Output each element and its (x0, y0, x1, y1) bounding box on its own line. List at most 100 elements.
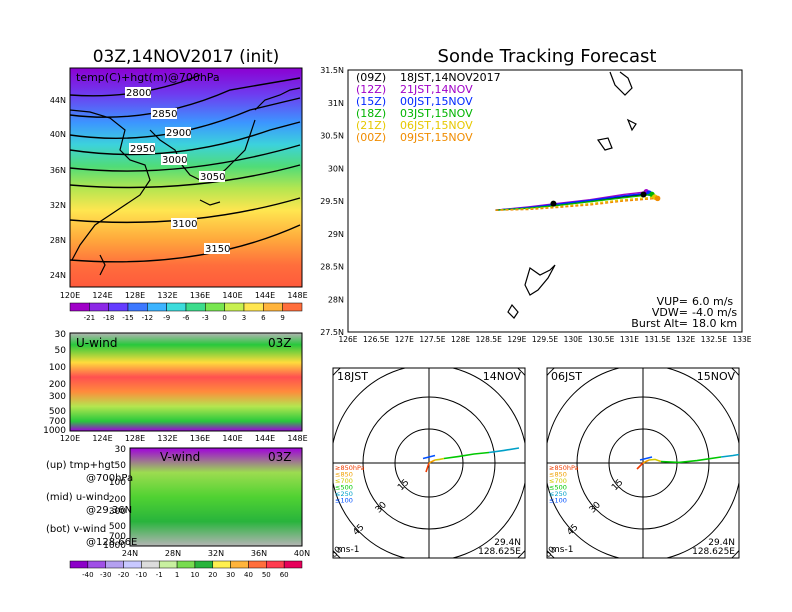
pressure-tick: 50 (55, 346, 67, 356)
lon-tick: 132E (676, 335, 695, 344)
lat-tick: 31N (328, 99, 344, 108)
wind-colorbar-label: 40 (244, 571, 253, 579)
wind-colorbar-label: -40 (82, 571, 93, 579)
lat-tick: 40N (50, 130, 66, 139)
track-legend-code: (12Z) (356, 83, 386, 96)
hodograph-lon: 128.625E (478, 547, 521, 557)
hodograph-trace (648, 458, 662, 463)
wind-colorbar-label: 30 (226, 571, 235, 579)
lon-tick: 132.5E (701, 335, 727, 344)
contour-label: 3000 (162, 155, 187, 166)
pressure-tick: 200 (49, 380, 66, 390)
lon-tick: 136E (190, 434, 210, 443)
wind-colorbar-label: 20 (208, 571, 217, 579)
track-legend-code: (09Z) (356, 71, 386, 84)
track-end-marker (654, 195, 661, 202)
left-lat-ticks: 44N 40N 36N 32N 28N 24N (50, 96, 66, 280)
vwind-lat-ticks: 24N 28N 32N 36N 40N (122, 549, 310, 558)
param-label: Burst Alt= (631, 317, 688, 330)
temp-colorbar-cell (89, 302, 109, 312)
lon-tick: 127.5E (419, 335, 445, 344)
hodograph-lat: 29.4N (708, 538, 735, 548)
hodograph-unit: ms-1 (551, 545, 573, 555)
track-legend-text: 21JST,14NOV (400, 83, 473, 96)
wind-colorbar-cell (69, 560, 89, 569)
lon-tick: 128.5E (476, 335, 502, 344)
hodograph-lat: 29.4N (494, 538, 521, 548)
hodo-level-label: ≤100 (335, 497, 353, 505)
temp-colorbar-label: 0 (222, 314, 226, 322)
track-lon-ticks: 126E 126.5E 127E 127.5E 128E 128.5E 129E 129.5E… (338, 335, 751, 344)
temp-colorbar-label: -12 (142, 314, 153, 322)
param-value: 18.0 km (692, 317, 737, 330)
hodograph-trace (428, 459, 436, 464)
burst-marker (640, 191, 647, 198)
panel-legend-notes: (up) tmp+hgt @700hPa (mid) u-wind @29.36N (b… (46, 460, 137, 548)
temp-colorbar-label: 6 (261, 314, 266, 322)
pressure-tick: 100 (49, 363, 66, 373)
temp-colorbar-cell (127, 302, 148, 312)
temp-colorbar-cell (147, 302, 167, 312)
left-title: 03Z,14NOV2017 (init) (93, 47, 280, 67)
vwind-field (129, 447, 303, 547)
lon-tick: 148E (287, 434, 307, 443)
track-legend-text: 09JST,15NOV (400, 131, 473, 144)
track-legend-text: 06JST,15NOV (400, 119, 473, 132)
islands (507, 71, 637, 319)
track-params: VUP= 6.0 m/s VDW= -4.0 m/s Burst Alt= 18.0 km (631, 295, 737, 330)
lon-tick: 129E (507, 335, 526, 344)
lon-tick: 128E (125, 291, 145, 300)
hodograph-1: 15304560≥850hPa≤850≤700≤500≤250≤10018JST… (332, 367, 526, 559)
temp-colorbar: -21 -18 -15 -12 -9 -6 -3 0 3 6 9 (69, 302, 303, 322)
track-legend-code: (15Z) (356, 95, 386, 108)
wind-colorbar-label: -30 (100, 571, 111, 579)
note-line: @29.36N (86, 505, 132, 516)
hodo-level-label: ≤250 (335, 490, 353, 498)
lat-tick: 36N (50, 166, 66, 175)
hodograph-trace (425, 462, 430, 473)
hodo-level-label: ≤700 (335, 477, 353, 485)
right-title: Sonde Tracking Forecast (438, 46, 657, 67)
contour-label-bg (129, 143, 155, 154)
lat-tick: 32N (50, 201, 66, 210)
track-lat-ticks: 31.5N 31N 30.5N 30N 29.5N 29N 28.5N 28N 27.5N (320, 66, 344, 337)
track-legend-code: (18Z) (356, 107, 386, 120)
lon-tick: 140E (222, 291, 242, 300)
hodograph-trace (660, 456, 722, 464)
wind-colorbar-label: 10 (190, 571, 199, 579)
wind-colorbar-cell (194, 560, 214, 569)
hodo-level-label: ≤850 (549, 471, 567, 479)
hodograph-trace (642, 459, 650, 464)
wind-colorbar-label: 1 (175, 571, 179, 579)
vwind-label: V-wind (160, 450, 200, 464)
lon-tick: 131E (620, 335, 639, 344)
temp-colorbar-label: 9 (280, 314, 284, 322)
hodograph-lon: 128.625E (692, 547, 735, 557)
uwind-time-label: 03Z (268, 336, 292, 350)
wind-colorbar-label: 50 (262, 571, 271, 579)
lat-tick: 24N (50, 271, 66, 280)
wind-colorbar-label: 60 (280, 571, 289, 579)
hodograph-trace (720, 453, 739, 458)
burst-marker (550, 200, 557, 207)
hodo-level-label: ≤250 (549, 490, 567, 498)
note-line: (up) tmp+hgt (46, 460, 115, 471)
lon-tick: 144E (255, 291, 275, 300)
pressure-tick: 1000 (103, 541, 126, 551)
pressure-tick: 1000 (43, 426, 66, 436)
lat-tick: 36N (251, 549, 267, 558)
pressure-tick: 300 (109, 507, 126, 517)
pressure-tick: 300 (49, 392, 66, 402)
wind-colorbar-cell (266, 560, 285, 569)
pressure-tick: 30 (115, 445, 127, 455)
lon-tick: 120E (60, 434, 80, 443)
pressure-tick: 500 (49, 407, 66, 417)
track-legend-code: (00Z) (356, 131, 386, 144)
wind-colorbar-cell (141, 560, 160, 569)
lon-tick: 126E (338, 335, 357, 344)
hodograph-date: 14NOV (483, 370, 522, 383)
lon-tick: 144E (255, 434, 275, 443)
lat-tick: 31.5N (320, 66, 344, 75)
track-legend-text: 18JST,14NOV2017 (400, 71, 501, 84)
contour-label: 2950 (130, 144, 155, 155)
